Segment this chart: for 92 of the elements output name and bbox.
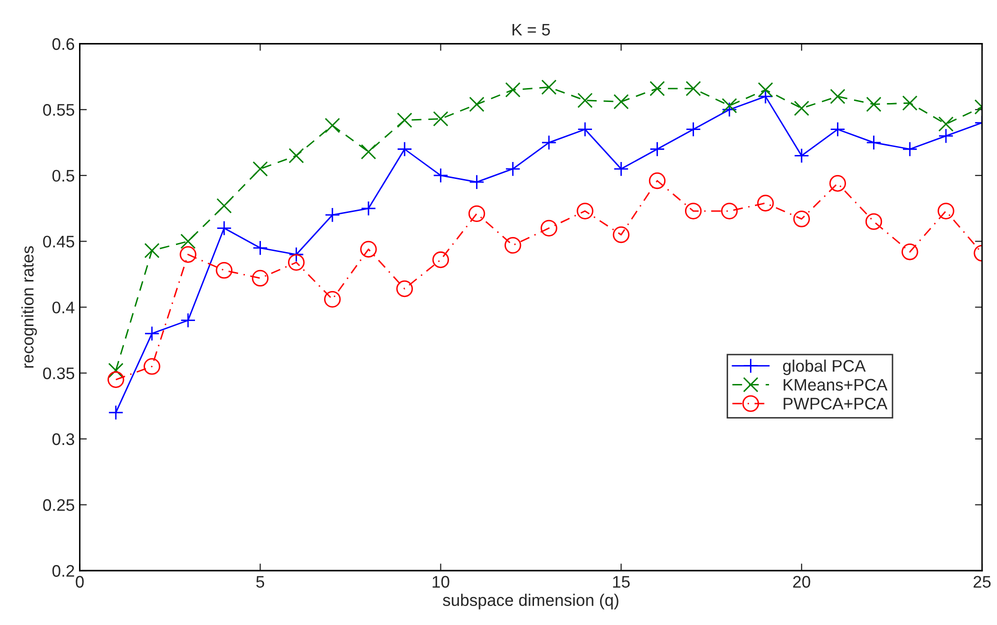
point [902, 141, 918, 157]
point [108, 404, 124, 420]
y-tick-label: 0.3 [52, 433, 74, 446]
point [612, 226, 630, 244]
point [902, 244, 918, 260]
x-tick-label: 0 [76, 576, 84, 588]
point [216, 198, 232, 214]
point [577, 92, 593, 108]
point [541, 80, 557, 95]
point [216, 220, 232, 236]
point [686, 122, 701, 138]
point [288, 254, 305, 271]
point [938, 128, 954, 144]
point [469, 174, 484, 190]
point [180, 246, 196, 263]
point [144, 326, 160, 342]
point [829, 175, 846, 192]
x-tick-label: 25 [974, 576, 991, 588]
x-tick-label: 20 [793, 576, 810, 588]
chart-title: K = 5 [512, 24, 550, 36]
point [360, 200, 376, 216]
point [722, 98, 738, 114]
point [324, 207, 340, 223]
point [396, 280, 413, 298]
point [469, 96, 484, 112]
point [252, 270, 269, 287]
y-tick-label: 0.4 [52, 302, 74, 314]
point [288, 246, 304, 262]
point [613, 94, 629, 110]
legend-label: KMeans+PCA [784, 378, 888, 391]
legend-label: global PCA [783, 360, 866, 376]
y-tick-label: 0.5 [52, 170, 74, 182]
point [216, 262, 232, 279]
point [576, 202, 594, 220]
point [650, 141, 665, 157]
point [794, 148, 810, 164]
x-axis-title: subspace dimension (q) [442, 594, 618, 610]
point [468, 205, 486, 222]
y-tick-label: 0.2 [52, 565, 74, 577]
point [793, 210, 810, 228]
point [722, 102, 738, 118]
point [648, 172, 666, 190]
point [288, 148, 304, 164]
y-tick-label: 0.6 [52, 38, 74, 50]
point [865, 213, 882, 230]
point [324, 118, 340, 134]
point [938, 202, 954, 220]
point [505, 82, 520, 98]
point [830, 122, 846, 138]
point [252, 161, 268, 177]
y-tick-label: 0.45 [43, 236, 74, 248]
point [180, 312, 196, 328]
y-axis-title: recognition rates [21, 246, 37, 368]
y-tick-label: 0.55 [43, 104, 74, 116]
point [757, 194, 774, 212]
point [540, 220, 558, 236]
x-tick-label: 5 [256, 576, 264, 588]
point [324, 290, 341, 308]
point [866, 96, 882, 112]
point [902, 95, 918, 111]
point [577, 122, 593, 138]
point [866, 134, 882, 150]
y-tick-label: 0.35 [43, 367, 74, 380]
point [144, 358, 160, 375]
point [360, 240, 377, 258]
point [505, 161, 520, 177]
point [504, 236, 522, 254]
point [252, 240, 268, 256]
point [396, 112, 412, 128]
point [360, 144, 376, 160]
point [433, 111, 448, 126]
point [613, 161, 629, 177]
point [684, 202, 702, 220]
point [180, 234, 196, 249]
point [396, 141, 412, 157]
x-tick-label: 10 [432, 576, 450, 588]
point [794, 100, 810, 116]
point [758, 82, 774, 98]
point [432, 251, 450, 268]
point [721, 202, 738, 220]
y-tick-label: 0.25 [43, 499, 74, 511]
point [938, 116, 954, 132]
point [830, 88, 846, 104]
point [541, 134, 557, 150]
point [650, 80, 665, 96]
point [108, 371, 124, 388]
point [144, 242, 160, 258]
legend-label: PWPCA+PCA [784, 398, 888, 410]
point [108, 362, 124, 378]
point [686, 80, 701, 96]
x-tick-label: 15 [613, 576, 630, 588]
point [433, 168, 448, 184]
